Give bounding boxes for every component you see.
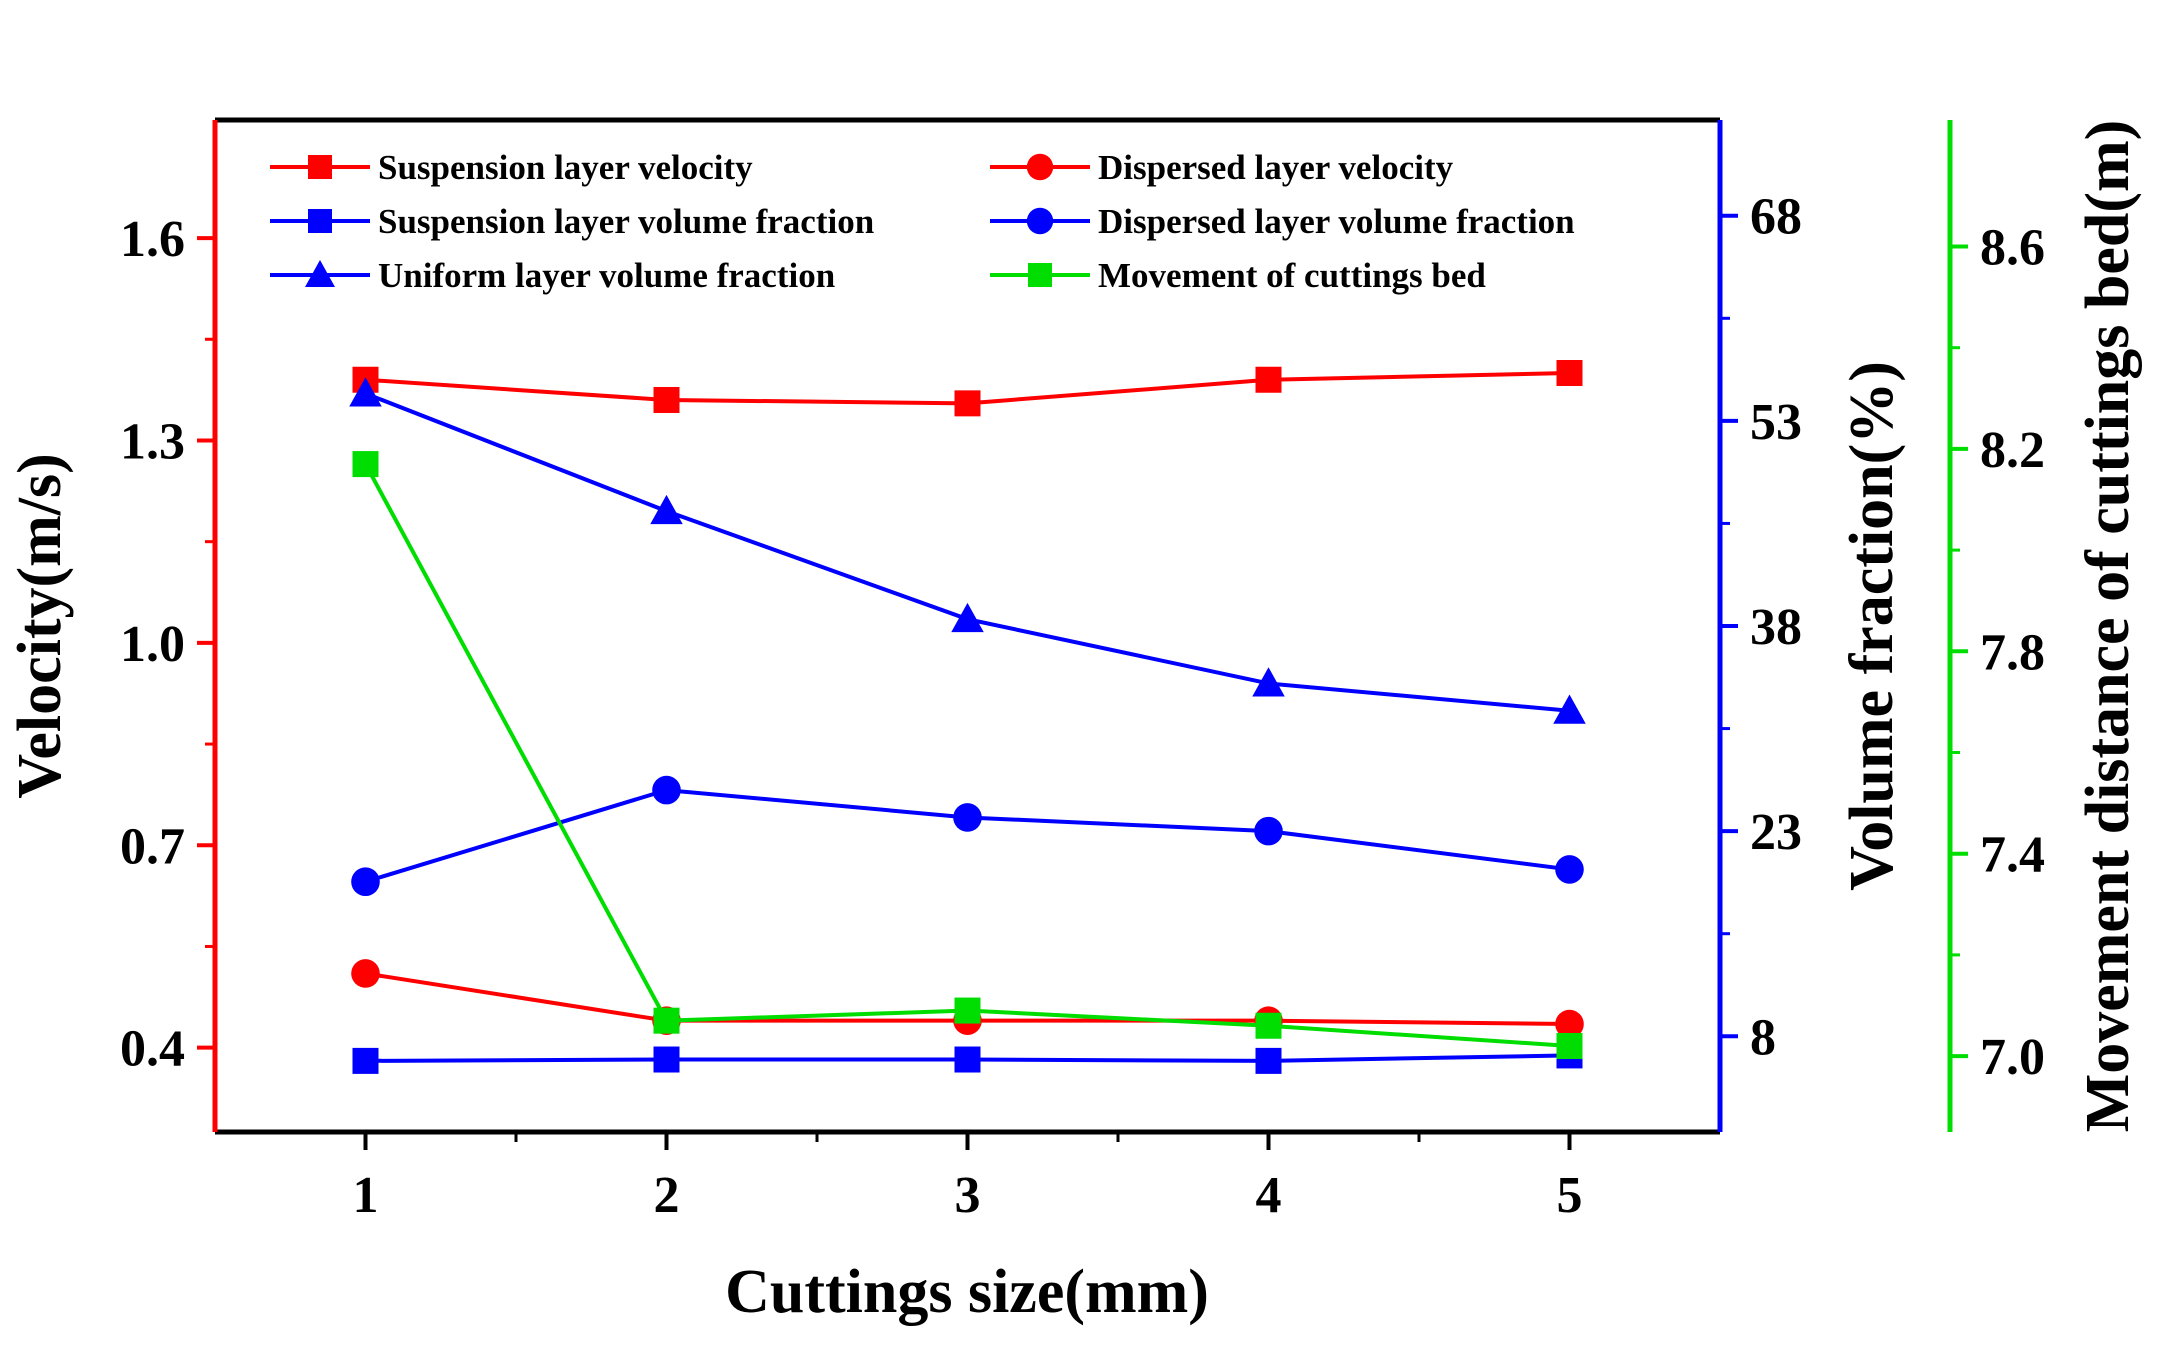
- left-tick-label: 1.0: [120, 616, 185, 673]
- right2-tick-label: 8.6: [1980, 220, 2045, 277]
- data-point: [1255, 366, 1282, 393]
- data-point: [954, 1046, 981, 1073]
- data-point: [351, 867, 380, 897]
- right2-axis-ticks: 7.0 7.4 7.8 8.2 8.6: [1950, 220, 2045, 1086]
- legend-swatch-marker: [308, 155, 332, 179]
- data-point: [1556, 360, 1583, 386]
- legend-label: Dispersed layer velocity: [1098, 148, 1454, 187]
- data-point: [1255, 1012, 1282, 1039]
- right1-axis-ticks: 8 23 38 53 68: [1720, 189, 1802, 1066]
- series-4: [349, 377, 1586, 724]
- legend-item: Uniform layer volume fraction: [270, 256, 835, 295]
- legend-label: Movement of cuttings bed: [1098, 256, 1486, 295]
- right1-tick-label: 8: [1750, 1009, 1776, 1066]
- data-point: [650, 494, 683, 525]
- legend-swatch-marker: [1026, 153, 1054, 181]
- data-point: [1556, 1032, 1583, 1059]
- right1-tick-label: 38: [1750, 599, 1802, 656]
- series-2: [352, 1042, 1583, 1074]
- right1-axis-title: Volume fraction(%): [1838, 361, 1906, 891]
- data-point: [653, 1007, 680, 1034]
- x-tick-label: 1: [353, 1167, 379, 1224]
- legend-item: Movement of cuttings bed: [990, 256, 1486, 295]
- legend-label: Suspension layer volume fraction: [378, 202, 874, 241]
- data-point: [1555, 855, 1584, 884]
- series-layer: [349, 360, 1586, 1074]
- series-line: [363, 463, 1570, 1048]
- legend-label: Uniform layer volume fraction: [378, 256, 835, 295]
- data-point: [953, 803, 982, 832]
- legend-item: Suspension layer volume fraction: [270, 202, 874, 241]
- legend: Suspension layer velocity Dispersed layer…: [270, 148, 1575, 295]
- data-point: [352, 451, 379, 478]
- legend-item: Dispersed layer velocity: [990, 148, 1454, 187]
- x-tick-label: 5: [1557, 1167, 1583, 1224]
- right2-tick-label: 7.0: [1980, 1029, 2045, 1086]
- data-point: [1255, 1047, 1282, 1074]
- right1-tick-label: 53: [1750, 394, 1802, 451]
- data-point: [1553, 694, 1586, 724]
- x-axis-title: Cuttings size(mm): [725, 1258, 1209, 1326]
- left-axis-title: Velocity(m/s): [6, 453, 74, 799]
- data-point: [1555, 1009, 1584, 1039]
- data-point: [954, 390, 981, 417]
- right1-tick-label: 68: [1750, 189, 1802, 246]
- x-tick-label: 2: [654, 1167, 680, 1224]
- right1-tick-label: 23: [1750, 804, 1802, 861]
- left-tick-label: 1.3: [120, 413, 185, 470]
- data-point: [652, 775, 681, 805]
- series-5: [352, 451, 1583, 1059]
- data-point: [653, 386, 680, 413]
- x-tick-label: 4: [1256, 1167, 1282, 1224]
- legend-label: Suspension layer velocity: [378, 148, 753, 187]
- x-ticks: 1 2 3 4 5: [353, 1132, 1583, 1224]
- data-point: [351, 959, 380, 988]
- right2-tick-label: 8.2: [1980, 422, 2045, 479]
- x-tick-label: 3: [955, 1167, 981, 1224]
- right2-tick-label: 7.8: [1980, 624, 2045, 681]
- right2-tick-label: 7.4: [1980, 827, 2045, 884]
- series-line: [364, 391, 1570, 713]
- left-tick-label: 1.6: [120, 211, 185, 268]
- legend-item: Dispersed layer volume fraction: [990, 202, 1575, 241]
- series-3: [351, 775, 1584, 897]
- data-point: [951, 602, 984, 633]
- data-point: [349, 377, 382, 407]
- legend-item: Suspension layer velocity: [270, 148, 753, 187]
- left-axis-ticks: 0.4 0.7 1.0 1.3 1.6: [120, 211, 215, 1078]
- data-point: [1254, 816, 1283, 846]
- series-0: [352, 360, 1583, 417]
- data-point: [653, 1046, 680, 1073]
- legend-swatch-marker: [305, 260, 335, 287]
- legend-swatch-marker: [308, 209, 332, 233]
- data-point: [1252, 667, 1285, 697]
- right2-axis-title: Movement distance of cuttings bed(m): [2074, 120, 2142, 1133]
- legend-label: Dispersed layer volume fraction: [1098, 202, 1575, 241]
- legend-swatch-marker: [1028, 263, 1052, 287]
- legend-swatch-marker: [1026, 207, 1054, 235]
- left-tick-label: 0.4: [120, 1021, 185, 1078]
- data-point: [954, 997, 981, 1024]
- left-tick-label: 0.7: [120, 818, 185, 875]
- data-point: [352, 1047, 379, 1074]
